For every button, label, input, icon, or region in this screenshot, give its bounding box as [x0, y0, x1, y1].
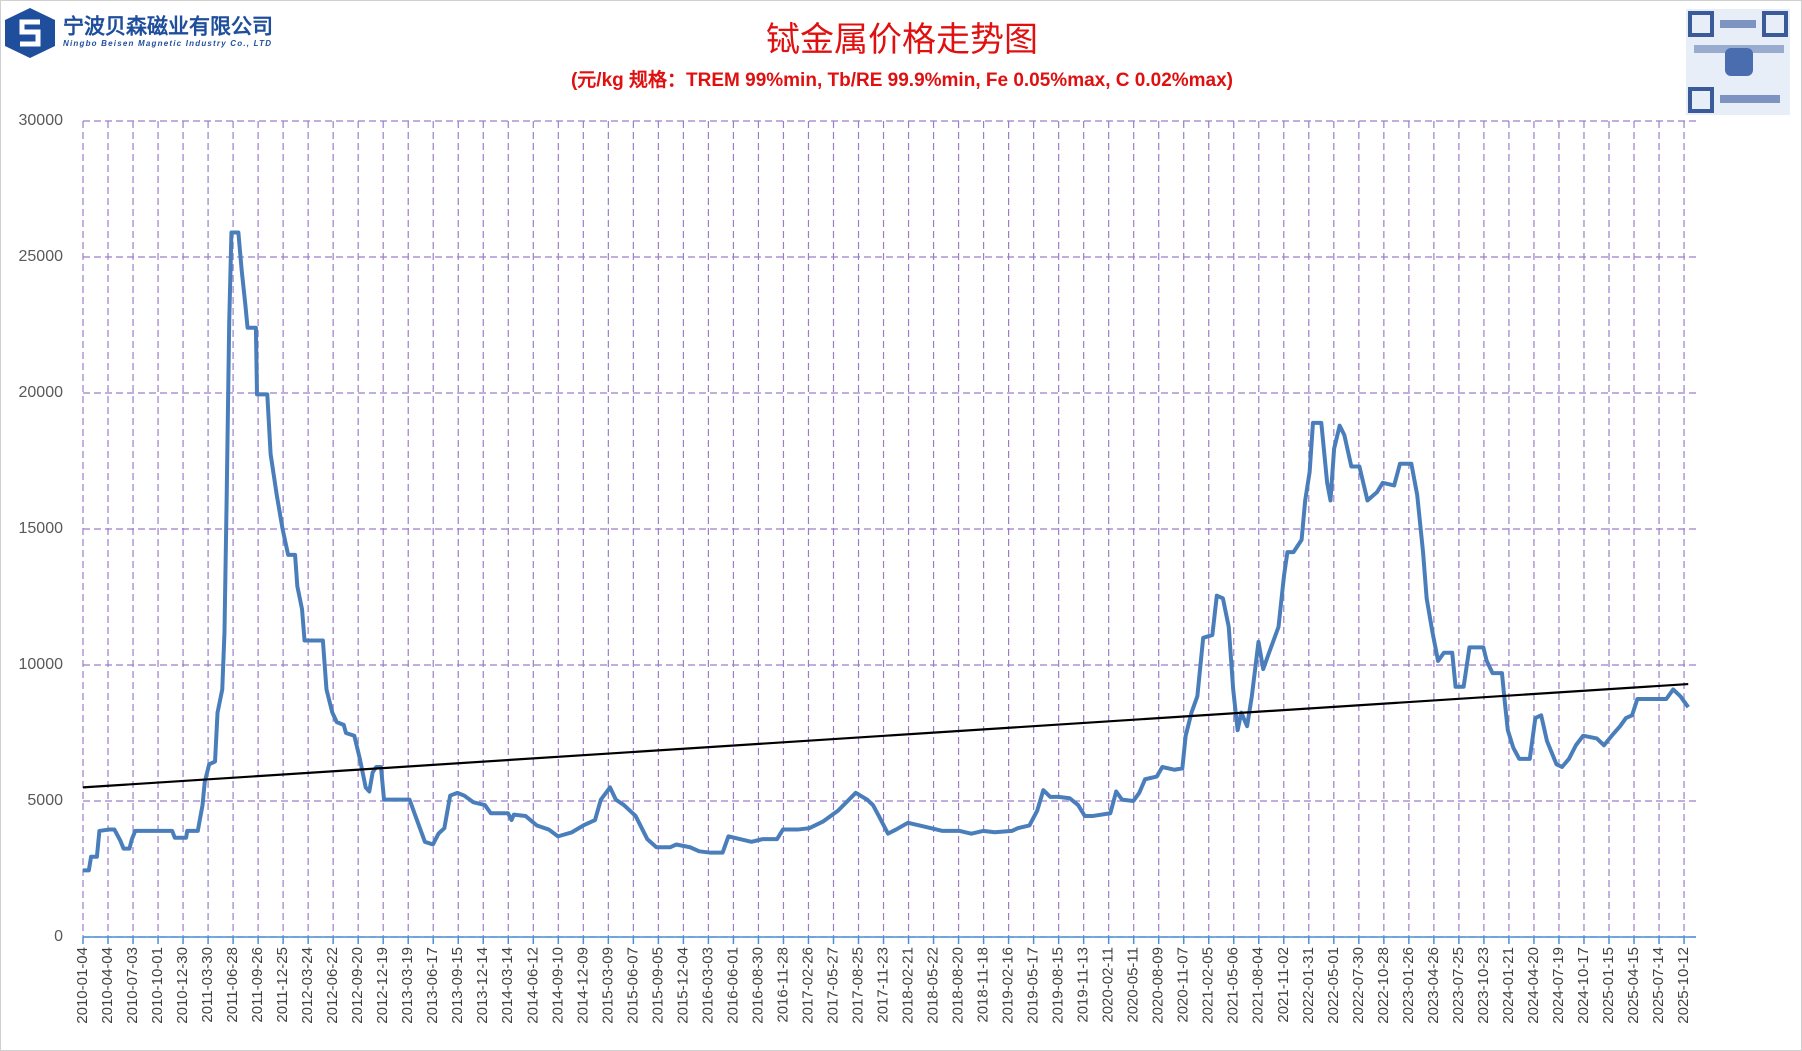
x-tick-label: 2025-04-15 — [1625, 947, 1642, 1024]
chart-title: 铽金属价格走势图 — [766, 21, 1038, 59]
x-tick-label: 2023-07-25 — [1450, 947, 1467, 1024]
x-tick-label: 2016-08-30 — [749, 947, 766, 1024]
x-tick-label: 2013-06-17 — [424, 947, 441, 1024]
x-tick-label: 2015-12-04 — [674, 947, 691, 1024]
x-tick-label: 2019-02-16 — [1000, 947, 1017, 1024]
x-tick-label: 2022-05-01 — [1325, 947, 1342, 1024]
x-tick-label: 2021-05-06 — [1225, 947, 1242, 1024]
x-tick-label: 2015-09-05 — [649, 947, 666, 1024]
y-tick-label: 10000 — [19, 656, 64, 673]
y-tick-label: 5000 — [27, 792, 63, 809]
qr-code — [1686, 9, 1790, 115]
x-tick-label: 2022-07-30 — [1350, 947, 1367, 1024]
plot — [82, 230, 1690, 873]
y-tick-label: 15000 — [19, 520, 64, 537]
x-tick-label: 2023-10-23 — [1475, 947, 1492, 1024]
x-tick-label: 2025-10-12 — [1675, 947, 1692, 1024]
x-tick-label: 2016-11-28 — [774, 947, 791, 1023]
x-tick-label: 2024-07-19 — [1550, 947, 1567, 1024]
x-tick-label: 2022-01-31 — [1300, 947, 1317, 1024]
x-tick-label: 2021-11-02 — [1275, 947, 1292, 1023]
y-tick-label: 25000 — [19, 248, 64, 265]
y-tick-label: 30000 — [19, 112, 64, 129]
x-tick-label: 2023-01-26 — [1400, 947, 1417, 1024]
x-tick-label: 2017-11-23 — [874, 947, 891, 1023]
y-tick-label: 0 — [54, 928, 63, 945]
x-tick-label: 2014-12-09 — [574, 947, 591, 1024]
trend-line — [82, 682, 1689, 789]
x-tick-label: 2010-10-01 — [149, 947, 166, 1024]
company-name: 宁波贝森磁业有限公司 — [63, 15, 273, 39]
x-tick-label: 2018-02-21 — [900, 947, 917, 1024]
x-tick-label: 2015-03-09 — [599, 947, 616, 1024]
price-line — [83, 230, 1690, 873]
x-tick-label: 2014-03-14 — [499, 947, 516, 1024]
qr-module — [1720, 20, 1756, 28]
x-tick-label: 2018-08-20 — [950, 947, 967, 1024]
x-tick-label: 2013-09-15 — [449, 947, 466, 1024]
logo: 宁波贝森磁业有限公司 Ningbo Beisen Magnetic Indust… — [5, 8, 273, 58]
x-tick-label: 2020-02-11 — [1100, 947, 1117, 1023]
x-tick-label: 2010-12-30 — [174, 947, 191, 1024]
x-tick-label: 2020-08-09 — [1150, 947, 1167, 1024]
x-tick-label: 2025-07-14 — [1650, 947, 1667, 1024]
x-tick-label: 2018-05-22 — [925, 947, 942, 1024]
x-tick-label: 2012-12-19 — [374, 947, 391, 1024]
x-tick-label: 2025-01-15 — [1600, 947, 1617, 1024]
x-tick-label: 2024-01-21 — [1500, 947, 1517, 1024]
x-tick-label: 2016-03-03 — [699, 947, 716, 1024]
x-tick-label: 2019-08-15 — [1050, 947, 1067, 1024]
qr-finder — [1688, 87, 1714, 113]
x-tick-label: 2012-09-20 — [349, 947, 366, 1024]
x-tick-label: 2014-06-12 — [524, 947, 541, 1024]
x-tick-label: 2011-03-30 — [199, 947, 216, 1023]
qr-module — [1720, 95, 1780, 103]
x-tick-label: 2018-11-18 — [975, 947, 992, 1023]
x-tick-label: 2012-03-24 — [299, 947, 316, 1024]
x-tick-label: 2010-04-04 — [99, 947, 116, 1024]
x-tick-label: 2010-07-03 — [124, 947, 141, 1024]
x-tick-label: 2019-11-13 — [1075, 947, 1092, 1023]
y-tick-label: 20000 — [19, 384, 64, 401]
x-tick-label: 2010-01-04 — [74, 947, 91, 1024]
x-tick-label: 2021-02-05 — [1200, 947, 1217, 1024]
grid — [82, 120, 1696, 944]
company-name-en: Ningbo Beisen Magnetic Industry Co., LTD — [63, 39, 272, 48]
x-tick-label: 2011-12-25 — [274, 947, 291, 1023]
x-tick-label: 2017-08-25 — [849, 947, 866, 1024]
x-tick-label: 2015-06-07 — [624, 947, 641, 1024]
x-tick-label: 2020-11-07 — [1175, 947, 1192, 1023]
x-tick-label: 2021-08-04 — [1250, 947, 1267, 1024]
x-tick-label: 2013-03-19 — [399, 947, 416, 1024]
logo-mark — [19, 19, 41, 47]
axis-labels: 0 5000 10000 15000 20000 25000 30000 2010-01-04… — [19, 112, 1693, 1024]
x-tick-label: 2012-06-22 — [324, 947, 341, 1024]
x-tick-label: 2020-05-11 — [1125, 947, 1142, 1023]
x-tick-label: 2022-10-28 — [1375, 947, 1392, 1024]
x-tick-label: 2024-04-20 — [1525, 947, 1542, 1024]
x-tick-label: 2023-04-26 — [1425, 947, 1442, 1024]
x-tick-label: 2016-06-01 — [724, 947, 741, 1024]
x-tick-label: 2013-12-14 — [474, 947, 491, 1024]
x-tick-label: 2017-02-26 — [799, 947, 816, 1024]
chart-subtitle: (元/kg 规格：TREM 99%min, Tb/RE 99.9%min, Fe… — [571, 68, 1233, 91]
x-tick-label: 2017-05-27 — [824, 947, 841, 1024]
x-tick-label: 2014-09-10 — [549, 947, 566, 1024]
x-tick-label: 2019-05-17 — [1025, 947, 1042, 1024]
x-tick-label: 2024-10-17 — [1575, 947, 1592, 1024]
qr-finder — [1688, 11, 1714, 37]
x-tick-label: 2011-09-26 — [249, 947, 266, 1023]
qr-finder — [1762, 11, 1788, 37]
x-tick-label: 2011-06-28 — [224, 947, 241, 1023]
qr-center-icon — [1725, 48, 1753, 76]
